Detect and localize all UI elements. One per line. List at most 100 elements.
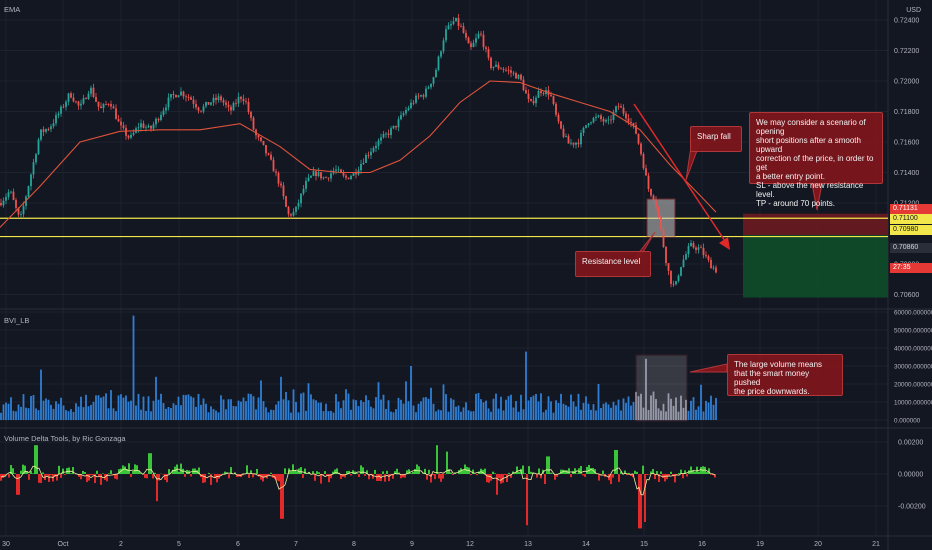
delta-bar — [394, 471, 396, 474]
sharp-fall-annotation[interactable]: Sharp fall — [690, 126, 742, 152]
volume-bar — [250, 394, 252, 420]
volume-bar — [395, 409, 397, 420]
candle-body — [670, 270, 672, 284]
candle-body — [157, 118, 160, 121]
delta-bar — [186, 469, 188, 474]
candle-body — [575, 142, 577, 145]
delta-bar — [100, 474, 102, 485]
delta-bar — [138, 470, 140, 474]
candle-body — [537, 91, 540, 98]
volume-bar — [592, 404, 595, 420]
volume-bar — [665, 411, 667, 420]
delta-bar — [314, 474, 316, 481]
candle-body — [492, 66, 495, 68]
volume-bar — [265, 407, 267, 420]
candle-body — [647, 175, 650, 190]
volume-tick-label: 40000.000000 — [894, 346, 932, 353]
candle-body — [590, 122, 592, 124]
candle-body — [160, 114, 162, 121]
scenario-annotation[interactable]: We may consider a scenario of opening sho… — [749, 112, 883, 208]
candle-body — [187, 97, 190, 98]
candle-body — [540, 91, 542, 94]
volume-bar — [662, 403, 665, 420]
candle-body — [240, 96, 242, 99]
volume-bar — [530, 397, 532, 420]
volume-bar — [17, 404, 20, 420]
candle-body — [170, 94, 172, 98]
delta-bar — [436, 445, 438, 474]
volume-bar — [547, 396, 550, 420]
delta-bar — [364, 474, 366, 476]
volume-bar — [715, 397, 717, 420]
delta-bar — [328, 474, 330, 483]
volume-bar — [360, 400, 362, 420]
price-tick-label: 0.72000 — [894, 79, 919, 86]
volume-annotation[interactable]: The large volume means that the smart mon… — [727, 354, 843, 396]
candle-body — [317, 172, 320, 177]
volume-bar — [455, 406, 457, 420]
candle-body — [605, 120, 607, 122]
candle-body — [245, 101, 247, 102]
candle-body — [710, 259, 712, 269]
candle-body — [367, 155, 370, 156]
candle-body — [267, 153, 270, 155]
candle-body — [2, 200, 5, 206]
volume-bar — [690, 400, 692, 420]
delta-tick-label: 0.00000 — [898, 472, 923, 479]
delta-bar — [462, 469, 464, 474]
volume-bar — [675, 397, 677, 420]
volume-bar — [247, 393, 250, 420]
volume-bar — [155, 376, 157, 420]
delta-bar — [590, 468, 592, 474]
volume-bar — [365, 395, 367, 420]
volume-bar — [477, 392, 480, 420]
volume-bar — [552, 412, 555, 420]
delta-bar — [180, 463, 182, 474]
volume-bar — [110, 390, 112, 420]
candle-body — [57, 113, 60, 116]
candle-body — [687, 246, 690, 255]
delta-bar — [224, 471, 226, 474]
volume-bar — [87, 406, 90, 420]
volume-bar — [672, 405, 675, 420]
volume-bar — [0, 412, 2, 420]
candle-body — [610, 119, 612, 121]
candle-body — [505, 69, 507, 71]
time-tick-label: 20 — [814, 541, 822, 548]
volume-bar — [122, 397, 125, 420]
delta-bar — [628, 472, 630, 474]
delta-bar — [366, 470, 368, 474]
delta-bar — [536, 474, 538, 478]
volume-bar — [140, 409, 142, 420]
volume-bar — [287, 400, 290, 420]
volume-bar — [420, 401, 422, 420]
resistance-annotation[interactable]: Resistance level — [575, 251, 651, 277]
delta-bar — [96, 470, 98, 474]
volume-bar — [655, 399, 657, 420]
delta-bar — [348, 470, 350, 474]
volume-bar — [695, 409, 697, 420]
volume-bar — [445, 394, 447, 420]
delta-bar — [228, 474, 230, 479]
candle-body — [327, 177, 330, 179]
candle-body — [510, 70, 512, 73]
delta-bar — [344, 474, 346, 478]
delta-bar — [496, 474, 498, 495]
candle-body — [232, 102, 235, 111]
delta-bar — [94, 474, 96, 484]
volume-bar — [572, 401, 575, 420]
volume-bar — [20, 406, 22, 420]
candle-body — [75, 101, 77, 103]
delta-bar — [638, 474, 640, 529]
candle-body — [460, 25, 462, 27]
volume-bar — [317, 402, 320, 420]
volume-bar — [615, 405, 617, 420]
candle-body — [600, 115, 602, 120]
delta-bar — [324, 471, 326, 474]
delta-tick-label: 0.00200 — [898, 440, 923, 447]
candle-body — [257, 135, 260, 138]
volume-bar — [657, 408, 660, 420]
delta-bar — [658, 474, 660, 482]
candle-body — [560, 121, 562, 129]
